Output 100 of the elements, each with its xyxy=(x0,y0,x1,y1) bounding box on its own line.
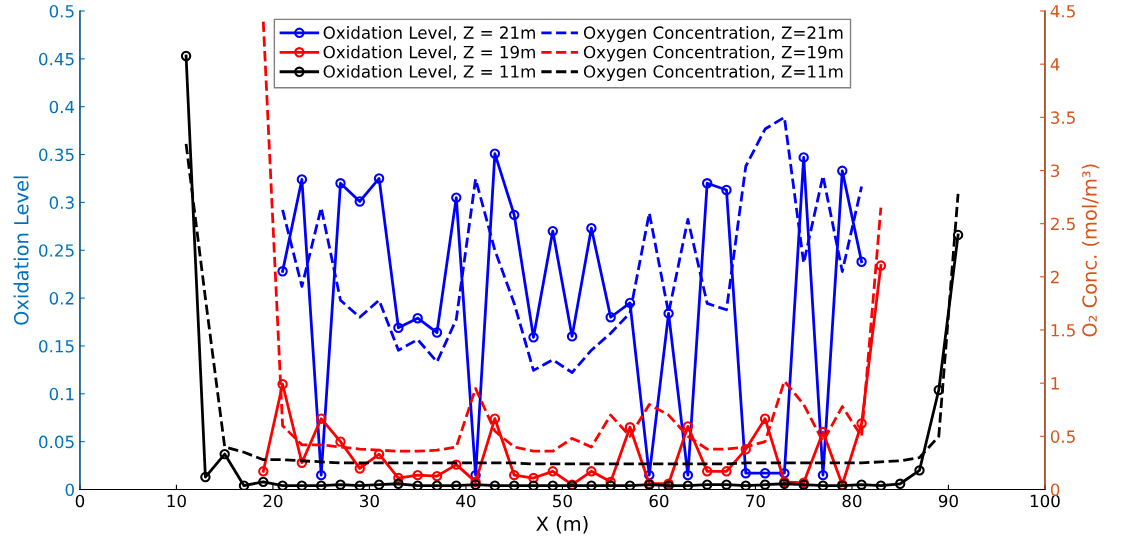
y-tick-label: 0.1 xyxy=(49,387,74,401)
point xyxy=(200,471,211,483)
point xyxy=(605,480,616,490)
point xyxy=(759,413,771,424)
point xyxy=(393,472,404,484)
point xyxy=(373,448,385,460)
point xyxy=(412,469,423,481)
point xyxy=(451,480,462,490)
point xyxy=(489,148,501,159)
point xyxy=(296,480,308,490)
point xyxy=(335,479,346,490)
point xyxy=(701,466,713,477)
point xyxy=(740,468,751,479)
x-axis-title: X (m) xyxy=(536,516,588,534)
point xyxy=(586,223,597,234)
point xyxy=(856,256,867,267)
point xyxy=(740,444,751,455)
point xyxy=(547,480,558,490)
point xyxy=(798,152,809,163)
point xyxy=(277,480,288,490)
point xyxy=(412,312,423,324)
point xyxy=(528,332,539,343)
y-tick-label: 0.25 xyxy=(39,244,74,257)
x-tick-label: 0 xyxy=(75,494,85,508)
point xyxy=(682,469,694,481)
point xyxy=(624,297,636,309)
point xyxy=(933,384,944,396)
y-tick-label: 0.35 xyxy=(39,148,74,162)
point xyxy=(508,209,520,221)
x-tick-label: 60 xyxy=(649,494,669,508)
x-tick-label: 40 xyxy=(456,494,476,508)
point xyxy=(296,457,308,468)
point xyxy=(914,465,925,476)
point xyxy=(451,459,462,470)
point xyxy=(547,466,558,477)
y2-tick-label: 0.5 xyxy=(1050,430,1075,443)
y-tick-label: 0.4 xyxy=(49,100,75,114)
point xyxy=(489,413,501,424)
y-tick-label: 0.05 xyxy=(39,435,74,449)
y2-tick-label: 4 xyxy=(1050,58,1060,71)
point xyxy=(489,480,501,490)
y2-tick-label: 2 xyxy=(1051,270,1059,284)
point xyxy=(547,225,558,237)
point xyxy=(721,466,732,477)
x-tick-label: 10 xyxy=(167,494,186,508)
x-tick-label: 30 xyxy=(360,494,379,508)
point xyxy=(566,331,578,342)
y-tick-label: 0.2 xyxy=(49,292,74,305)
point xyxy=(277,266,288,277)
x-tick-label: 80 xyxy=(842,494,862,508)
point xyxy=(335,178,346,189)
x-tick-label: 100 xyxy=(1030,494,1060,508)
point xyxy=(180,50,192,62)
point xyxy=(373,173,385,184)
legend-label: Oxidation Level, Z = 21m xyxy=(323,26,535,41)
point xyxy=(817,480,829,490)
point xyxy=(952,229,964,241)
point xyxy=(644,469,655,481)
point xyxy=(431,327,443,338)
point xyxy=(663,308,674,319)
point xyxy=(605,312,616,323)
x-tick-label: 90 xyxy=(938,494,958,508)
point xyxy=(451,192,462,203)
point xyxy=(586,480,597,490)
point xyxy=(779,468,790,479)
point xyxy=(624,480,636,490)
legend-label: Oxidation Level, Z = 19m xyxy=(323,45,535,61)
point xyxy=(586,466,597,477)
y2-tick-label: 1 xyxy=(1051,377,1059,390)
point xyxy=(258,466,269,477)
point xyxy=(431,470,443,482)
point xyxy=(837,165,848,177)
y-tick-label: 0.5 xyxy=(49,4,74,18)
y2-tick-label: 3 xyxy=(1051,164,1060,178)
point xyxy=(856,479,867,490)
point xyxy=(759,468,771,479)
point xyxy=(701,178,713,189)
y-axis-title: Oxidation Level xyxy=(13,176,29,325)
y2-tick-label: 2.5 xyxy=(1051,217,1075,231)
y-tick-label: 0 xyxy=(65,483,74,497)
point xyxy=(354,196,365,207)
point xyxy=(508,469,520,481)
y-tick-label: 0.15 xyxy=(39,339,74,353)
y-tick-label: 0.45 xyxy=(39,52,74,66)
y2-tick-label: 4.5 xyxy=(1050,5,1075,18)
y2-tick-label: 1.5 xyxy=(1051,324,1075,337)
point xyxy=(894,478,906,489)
point xyxy=(315,469,327,481)
legend-label: Oxidation Level, Z = 11m xyxy=(323,64,535,80)
x-tick-label: 70 xyxy=(746,494,765,508)
point xyxy=(335,436,346,447)
point xyxy=(528,472,539,484)
point xyxy=(875,260,887,271)
point xyxy=(373,479,385,490)
point xyxy=(528,480,539,490)
point xyxy=(393,322,404,333)
x-tick-label: 50 xyxy=(553,494,572,508)
point xyxy=(624,422,636,433)
point xyxy=(258,476,269,488)
point xyxy=(817,469,829,481)
